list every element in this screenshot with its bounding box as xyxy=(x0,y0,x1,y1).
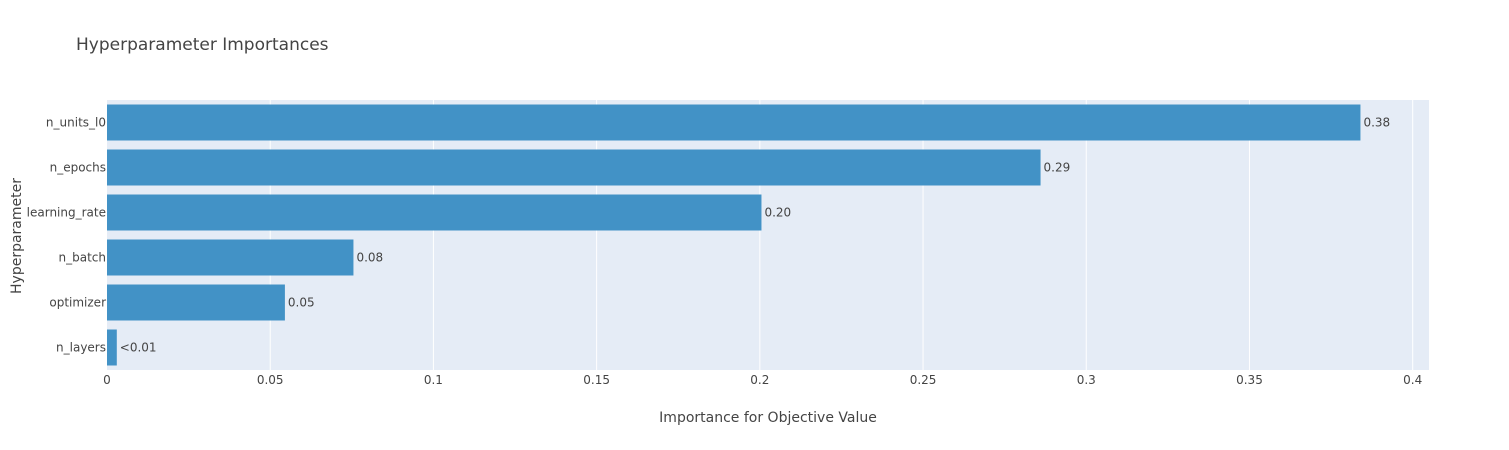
bar xyxy=(107,239,354,276)
y-tick-label: n_units_l0 xyxy=(46,116,106,130)
x-tick-label: 0.15 xyxy=(583,373,610,387)
x-tick-label: 0.2 xyxy=(750,373,769,387)
bar-labels: 0.38 0.29 0.20 0.08 0.05 <0.01 xyxy=(120,116,1390,355)
x-tick-label: 0 xyxy=(103,373,111,387)
x-tick-label: 0.05 xyxy=(257,373,284,387)
x-tick-label: 0.25 xyxy=(910,373,937,387)
x-tick-label: 0.4 xyxy=(1403,373,1422,387)
bar xyxy=(107,104,1361,141)
x-tick-labels: 0 0.05 0.1 0.15 0.2 0.25 0.3 0.35 0.4 xyxy=(103,373,1422,387)
bar-value-label: 0.29 xyxy=(1044,161,1071,175)
bar xyxy=(107,194,762,231)
x-tick-label: 0.35 xyxy=(1236,373,1263,387)
bar-value-label: 0.38 xyxy=(1363,116,1390,130)
bars xyxy=(107,104,1361,366)
y-tick-label: optimizer xyxy=(49,296,106,310)
y-tick-label: n_batch xyxy=(59,251,106,265)
bar-value-label: 0.05 xyxy=(288,296,315,310)
bar-value-label: 0.20 xyxy=(764,206,791,220)
bar-value-label: 0.08 xyxy=(356,251,383,265)
bar xyxy=(107,149,1041,186)
x-tick-label: 0.3 xyxy=(1077,373,1096,387)
y-tick-label: learning_rate xyxy=(27,206,106,220)
bar xyxy=(107,284,285,321)
y-tick-labels: n_units_l0 n_epochs learning_rate n_batchop… xyxy=(27,116,106,355)
y-axis-label: Hyperparameter xyxy=(9,178,25,294)
y-tick-label: n_layers xyxy=(56,341,106,355)
bar-value-label: <0.01 xyxy=(120,341,157,355)
x-tick-label: 0.1 xyxy=(424,373,443,387)
grid-lines xyxy=(269,100,1414,370)
y-tick-label: n_epochs xyxy=(50,161,106,175)
x-axis-label: Importance for Objective Value xyxy=(659,410,877,426)
chart-title: Hyperparameter Importances xyxy=(76,35,329,55)
plot-background xyxy=(107,100,1429,370)
bar xyxy=(107,329,117,366)
